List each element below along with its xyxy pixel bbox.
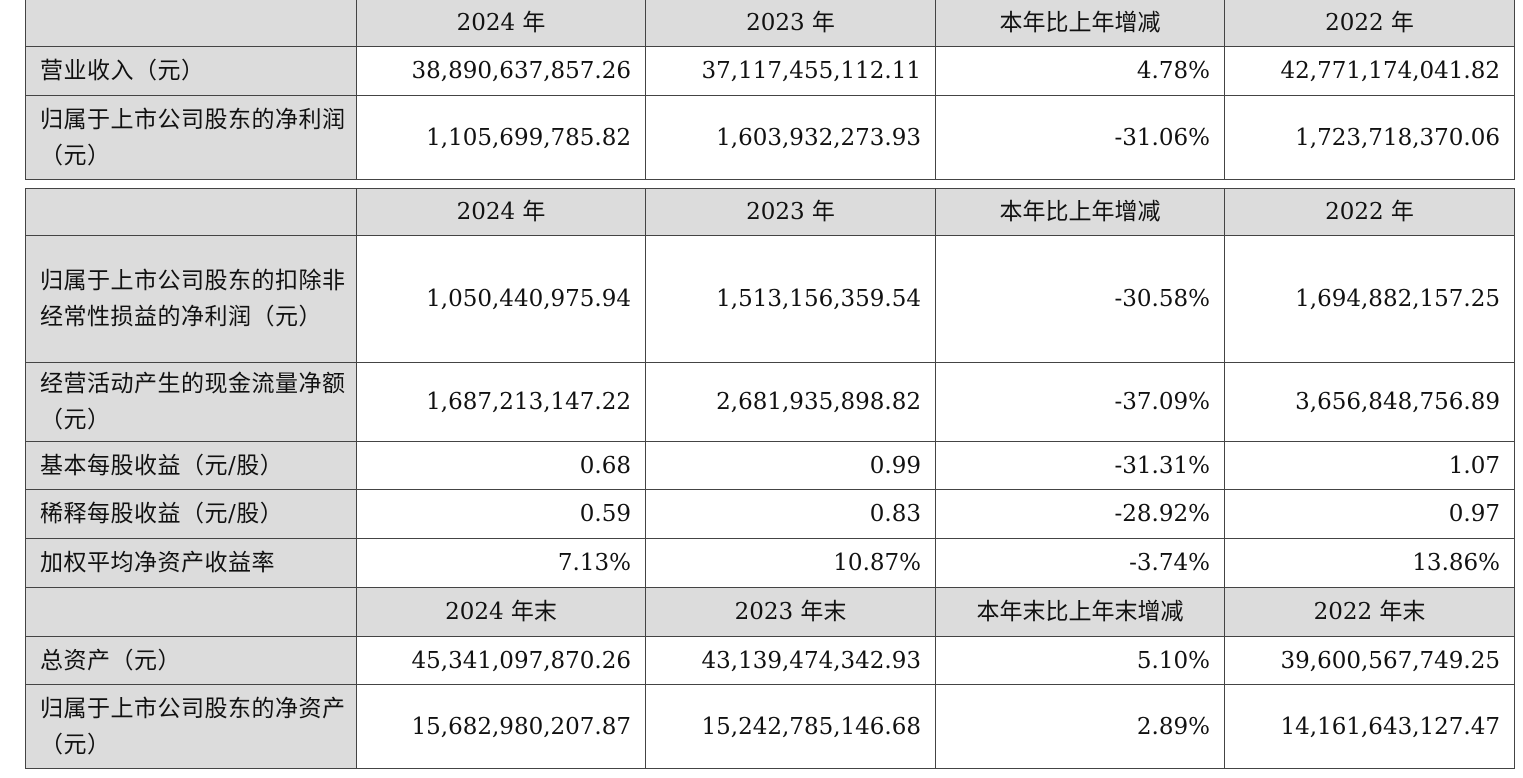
cell-value: 1,050,440,975.94 — [356, 235, 646, 363]
column-header: 2023 年末 — [645, 587, 936, 637]
table-row: 归属于上市公司股东的扣除非经常性损益的净利润（元） 1,050,440,975.9… — [25, 235, 1515, 363]
row-label: 基本每股收益（元/股） — [25, 441, 357, 490]
row-label: 稀释每股收益（元/股） — [25, 489, 357, 539]
cell-value: 4.78% — [935, 46, 1225, 96]
cell-value: 0.68 — [356, 441, 646, 490]
column-header: 本年比上年增减 — [935, 0, 1225, 47]
cell-value: 7.13% — [356, 538, 646, 588]
row-label: 归属于上市公司股东的扣除非经常性损益的净利润（元） — [25, 235, 357, 363]
cell-value: 5.10% — [935, 636, 1225, 685]
cell-value: -37.09% — [935, 362, 1225, 442]
column-header: 2024 年 — [356, 188, 646, 236]
cell-value: 1,603,932,273.93 — [645, 95, 936, 180]
column-header: 2023 年 — [645, 188, 936, 236]
row-label: 经营活动产生的现金流量净额（元） — [25, 362, 357, 442]
cell-value: -31.06% — [935, 95, 1225, 180]
header-row: 2024 年末 2023 年末 本年末比上年末增减 2022 年末 — [25, 587, 1515, 637]
cell-value: 42,771,174,041.82 — [1224, 46, 1515, 96]
column-header: 本年末比上年末增减 — [935, 587, 1225, 637]
cell-value: 15,242,785,146.68 — [645, 684, 936, 769]
table-row: 加权平均净资产收益率 7.13% 10.87% -3.74% 13.86% — [25, 538, 1515, 588]
cell-value: 45,341,097,870.26 — [356, 636, 646, 685]
row-label: 加权平均净资产收益率 — [25, 538, 357, 588]
column-header — [25, 188, 357, 236]
cell-value: 1.07 — [1224, 441, 1515, 490]
cell-value: 43,139,474,342.93 — [645, 636, 936, 685]
row-label: 归属于上市公司股东的净资产（元） — [25, 684, 357, 769]
header-row: 2024 年 2023 年本年比上年增减 2022 年 — [25, 188, 1515, 236]
cell-value: 0.99 — [645, 441, 936, 490]
cell-value: 1,687,213,147.22 — [356, 362, 646, 442]
row-label: 总资产（元） — [25, 636, 357, 685]
cell-value: -3.74% — [935, 538, 1225, 588]
table-row: 总资产（元） 45,341,097,870.26 43,139,474,342.93… — [25, 636, 1515, 685]
row-label: 营业收入（元） — [25, 46, 357, 96]
cell-value: 2.89% — [935, 684, 1225, 769]
cell-value: -31.31% — [935, 441, 1225, 490]
cell-value: 1,105,699,785.82 — [356, 95, 646, 180]
column-header: 2024 年末 — [356, 587, 646, 637]
cell-value: 38,890,637,857.26 — [356, 46, 646, 96]
cell-value: 0.83 — [645, 489, 936, 539]
cell-value: -30.58% — [935, 235, 1225, 363]
table-row: 基本每股收益（元/股） 0.68 0.99 -31.31% 1.07 — [25, 441, 1515, 490]
cell-value: 39,600,567,749.25 — [1224, 636, 1515, 685]
cell-value: 1,723,718,370.06 — [1224, 95, 1515, 180]
cell-value: 13.86% — [1224, 538, 1515, 588]
column-header: 2022 年 — [1224, 188, 1515, 236]
table-row: 归属于上市公司股东的净资产（元） 15,682,980,207.87 15,242,… — [25, 684, 1515, 769]
column-header: 2022 年末 — [1224, 587, 1515, 637]
cell-value: 37,117,455,112.11 — [645, 46, 936, 96]
cell-value: -28.92% — [935, 489, 1225, 539]
table-row: 营业收入（元） 38,890,637,857.26 37,117,455,112.1… — [25, 46, 1515, 96]
column-header: 2023 年 — [645, 0, 936, 47]
cell-value: 1,513,156,359.54 — [645, 235, 936, 363]
header-row: 2024 年 2023 年本年比上年增减 2022 年 — [25, 0, 1515, 47]
cell-value: 15,682,980,207.87 — [356, 684, 646, 769]
cell-value: 3,656,848,756.89 — [1224, 362, 1515, 442]
financial-summary-table-2: 2024 年 2023 年本年比上年增减 2022 年归属于上市公司股东的扣除非经常… — [25, 188, 1515, 769]
cell-value: 0.97 — [1224, 489, 1515, 539]
cell-value: 10.87% — [645, 538, 936, 588]
column-header: 本年比上年增减 — [935, 188, 1225, 236]
row-label: 归属于上市公司股东的净利润（元） — [25, 95, 357, 180]
cell-value: 1,694,882,157.25 — [1224, 235, 1515, 363]
table-row: 经营活动产生的现金流量净额（元） 1,687,213,147.22 2,681,93… — [25, 362, 1515, 442]
column-header: 2022 年 — [1224, 0, 1515, 47]
financial-summary-table-1: 2024 年 2023 年本年比上年增减 2022 年营业收入（元） 38,890,6… — [25, 0, 1515, 180]
column-header — [25, 0, 357, 47]
cell-value: 0.59 — [356, 489, 646, 539]
column-header: 2024 年 — [356, 0, 646, 47]
table-row: 归属于上市公司股东的净利润（元） 1,105,699,785.82 1,603,93… — [25, 95, 1515, 180]
table-row: 稀释每股收益（元/股） 0.59 0.83 -28.92% 0.97 — [25, 489, 1515, 539]
cell-value: 2,681,935,898.82 — [645, 362, 936, 442]
column-header — [25, 587, 357, 637]
cell-value: 14,161,643,127.47 — [1224, 684, 1515, 769]
